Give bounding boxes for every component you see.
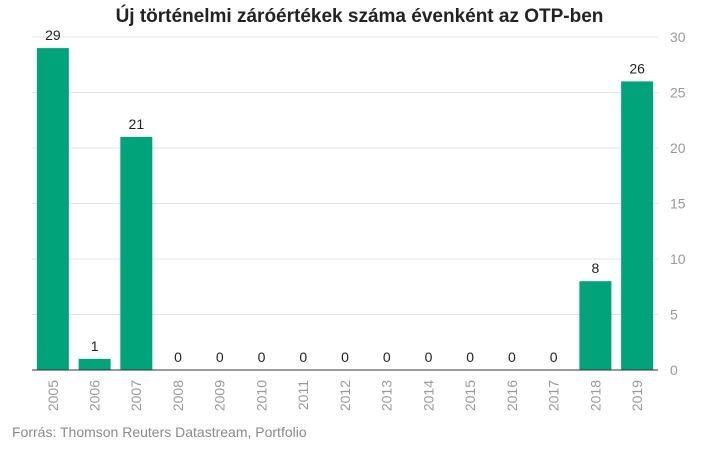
x-tick-label-2006: 2006 — [86, 380, 102, 411]
data-label-2017: 0 — [550, 349, 558, 365]
data-label-2005: 29 — [45, 27, 61, 43]
bar-2019 — [621, 81, 654, 371]
data-label-2006: 1 — [91, 338, 99, 354]
x-tick-label-2011: 2011 — [295, 380, 311, 410]
y-tick-label: 15 — [670, 196, 686, 212]
bars — [36, 48, 654, 371]
x-tick-label-2015: 2015 — [462, 380, 478, 411]
y-tick-label: 10 — [670, 251, 686, 267]
bar-2005 — [36, 48, 69, 370]
x-tick-label-2009: 2009 — [212, 380, 228, 411]
data-label-2011: 0 — [299, 349, 307, 365]
x-tick-label-2017: 2017 — [546, 380, 562, 411]
y-axis-ticks: 0 5 10 15 20 25 30 — [670, 29, 686, 378]
data-label-2007: 21 — [129, 116, 145, 132]
x-tick-label-2005: 2005 — [45, 380, 61, 411]
data-label-2009: 0 — [216, 349, 224, 365]
x-axis-ticks: 2005 2006 2007 2008 2009 2010 2011 2012 2013 2014… — [45, 380, 645, 411]
data-label-2019: 26 — [629, 60, 645, 76]
data-label-2015: 0 — [466, 349, 474, 365]
x-tick-label-2018: 2018 — [587, 380, 603, 411]
data-label-2018: 8 — [592, 260, 600, 276]
data-labels: 29 1 21 0 0 0 0 0 0 0 0 0 0 8 26 — [45, 27, 645, 365]
y-tick-label: 0 — [670, 362, 678, 378]
x-tick-label-2016: 2016 — [504, 380, 520, 411]
data-label-2016: 0 — [508, 349, 516, 365]
y-tick-label: 30 — [670, 29, 686, 45]
data-label-2012: 0 — [341, 349, 349, 365]
bar-2006 — [78, 358, 111, 370]
data-label-2010: 0 — [258, 349, 266, 365]
y-tick-label: 20 — [670, 140, 686, 156]
y-tick-label: 25 — [670, 85, 686, 101]
data-label-2008: 0 — [174, 349, 182, 365]
y-tick-label: 5 — [670, 307, 678, 323]
x-tick-label-2010: 2010 — [253, 380, 269, 411]
x-tick-label-2012: 2012 — [337, 380, 353, 411]
x-tick-label-2014: 2014 — [420, 380, 436, 411]
chart-title: Új történelmi záróértékek száma évenként… — [115, 6, 604, 27]
x-tick-label-2019: 2019 — [629, 380, 645, 411]
data-label-2013: 0 — [383, 349, 391, 365]
x-tick-label-2013: 2013 — [379, 380, 395, 411]
gridlines — [32, 36, 658, 315]
data-label-2014: 0 — [425, 349, 433, 365]
source-note: Forrás: Thomson Reuters Datastream, Port… — [12, 424, 307, 440]
x-tick-label-2008: 2008 — [170, 380, 186, 411]
bar-2018 — [579, 281, 612, 370]
bar-2007 — [120, 136, 153, 370]
x-tick-label-2007: 2007 — [128, 380, 144, 411]
